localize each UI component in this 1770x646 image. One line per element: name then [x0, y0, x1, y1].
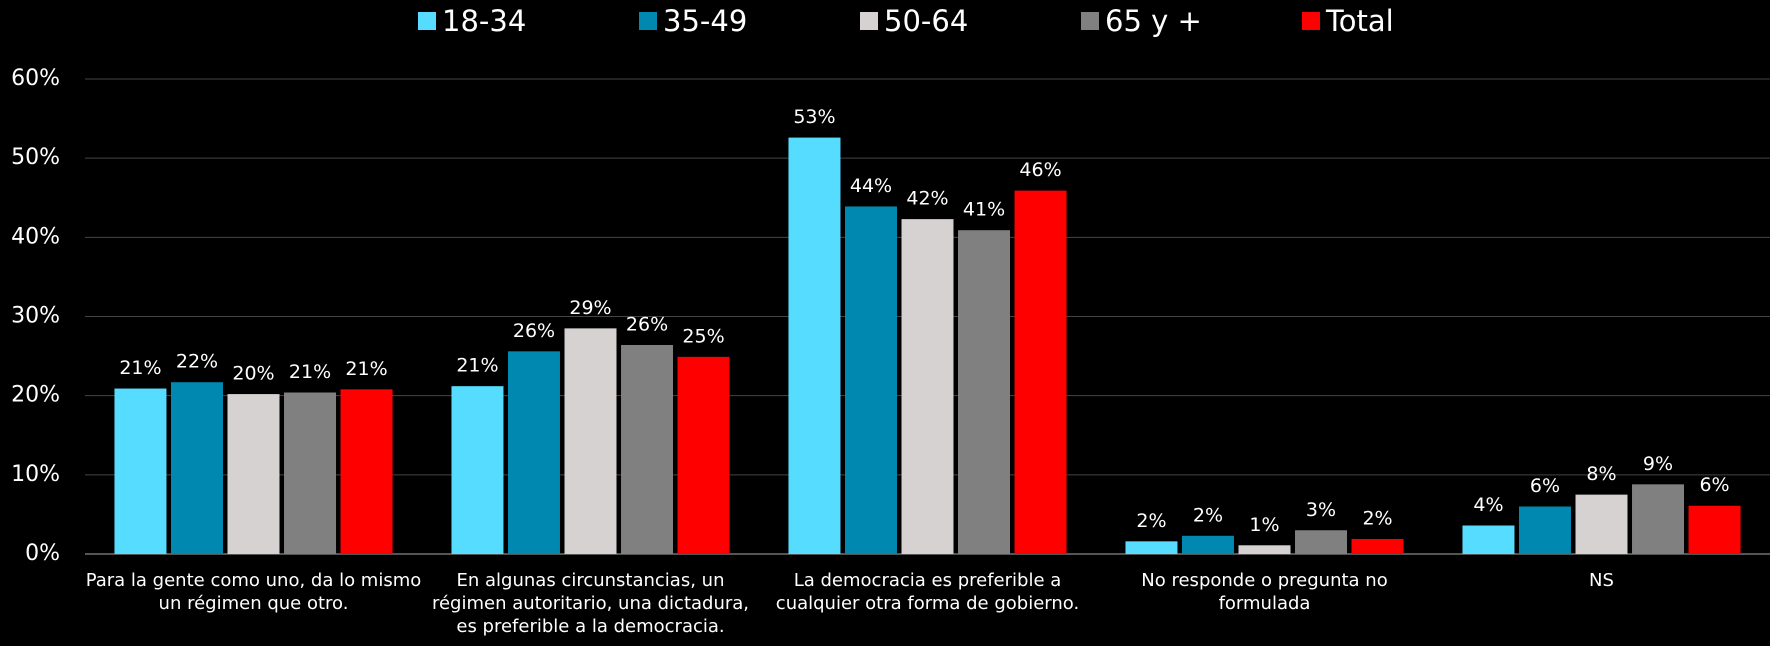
legend-label: Total	[1325, 4, 1394, 38]
bar	[1518, 506, 1571, 554]
legend-swatch	[418, 12, 436, 30]
legend-swatch	[1302, 12, 1320, 30]
bar	[1575, 494, 1628, 554]
legend-label: 18-34	[442, 4, 526, 38]
data-label: 22%	[176, 351, 218, 373]
data-label: 1%	[1249, 514, 1279, 536]
bar	[1295, 530, 1348, 554]
data-label: 3%	[1306, 499, 1336, 521]
bar	[564, 328, 617, 554]
y-tick-label: 20%	[11, 383, 60, 408]
data-label: 21%	[456, 355, 498, 377]
x-tick-label: Para la gente como uno, da lo mismo un r…	[85, 570, 422, 614]
data-label: 20%	[232, 363, 274, 385]
y-tick-label: 10%	[11, 462, 60, 487]
bar	[1462, 525, 1515, 554]
legend-label: 35-49	[663, 4, 747, 38]
bar	[958, 230, 1011, 555]
legend-label: 65 y +	[1105, 4, 1202, 38]
data-label: 2%	[1136, 510, 1166, 532]
legend-label: 50-64	[884, 4, 968, 38]
bar	[1688, 505, 1741, 554]
bar	[284, 392, 337, 554]
bar	[788, 137, 841, 555]
y-tick-label: 0%	[25, 541, 60, 566]
bar	[1238, 545, 1291, 554]
bar	[844, 206, 897, 555]
data-label: 46%	[1019, 159, 1061, 181]
data-label: 26%	[513, 320, 555, 342]
bar	[507, 351, 560, 554]
bar	[677, 356, 730, 554]
data-label: 6%	[1530, 475, 1560, 497]
data-label: 21%	[119, 357, 161, 379]
data-label: 6%	[1699, 474, 1729, 496]
bar	[621, 345, 674, 554]
legend-swatch	[860, 12, 878, 30]
bar	[451, 386, 504, 554]
data-label: 29%	[569, 297, 611, 319]
data-label: 41%	[963, 199, 1005, 221]
y-tick-label: 40%	[11, 224, 60, 249]
data-label: 2%	[1193, 504, 1223, 526]
bar	[1014, 190, 1067, 554]
data-label: 9%	[1643, 453, 1673, 475]
data-label: 8%	[1586, 463, 1616, 485]
data-label: 53%	[793, 106, 835, 128]
bar	[901, 219, 954, 554]
bar	[340, 389, 393, 554]
data-label: 44%	[850, 175, 892, 197]
data-label: 2%	[1362, 507, 1392, 529]
bar	[1632, 484, 1685, 554]
bar	[170, 382, 223, 554]
data-label: 25%	[682, 325, 724, 347]
x-tick-label: La democracia es preferible a cualquier …	[775, 570, 1080, 614]
bar	[1125, 541, 1178, 554]
legend-swatch	[1081, 12, 1099, 30]
data-label: 42%	[906, 188, 948, 210]
y-tick-label: 30%	[11, 304, 60, 329]
data-label: 21%	[289, 361, 331, 383]
x-tick-label: NS	[1589, 570, 1614, 591]
y-tick-label: 50%	[11, 145, 60, 170]
data-label: 21%	[345, 358, 387, 380]
legend-swatch	[639, 12, 657, 30]
bar	[1351, 538, 1404, 554]
data-label: 4%	[1473, 494, 1503, 516]
y-tick-label: 60%	[11, 66, 60, 91]
bar	[227, 394, 280, 554]
bar	[1181, 535, 1234, 554]
x-tick-label: En algunas circunstancias, un régimen au…	[431, 570, 750, 637]
bar	[114, 388, 167, 554]
x-tick-label: No responde o pregunta no formulada	[1141, 570, 1388, 614]
data-label: 26%	[626, 314, 668, 336]
